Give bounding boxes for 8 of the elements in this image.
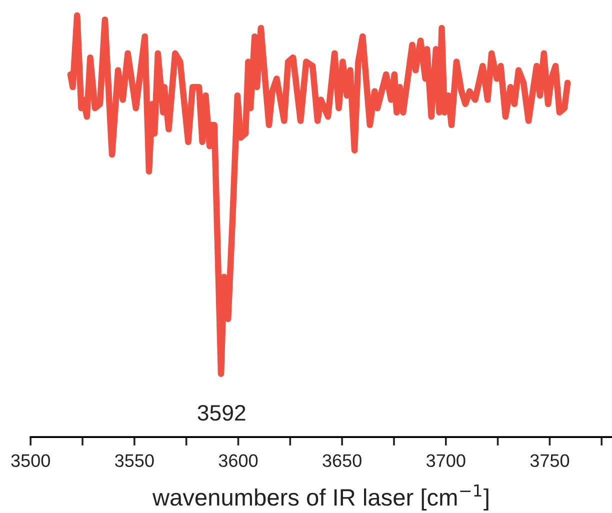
x-tick-label: 3600 [218, 454, 258, 468]
x-axis-title: wavenumbers of IR laser [cm$^{−1}$] [152, 484, 488, 510]
x-tick-label: 3650 [322, 454, 362, 468]
x-tick-label: 3700 [426, 454, 466, 468]
x-tick-label: 3500 [11, 454, 50, 468]
annotation: 3592 [198, 404, 246, 421]
x-tick-label: 3750 [530, 454, 570, 468]
x-tick-label: 3550 [115, 454, 154, 468]
